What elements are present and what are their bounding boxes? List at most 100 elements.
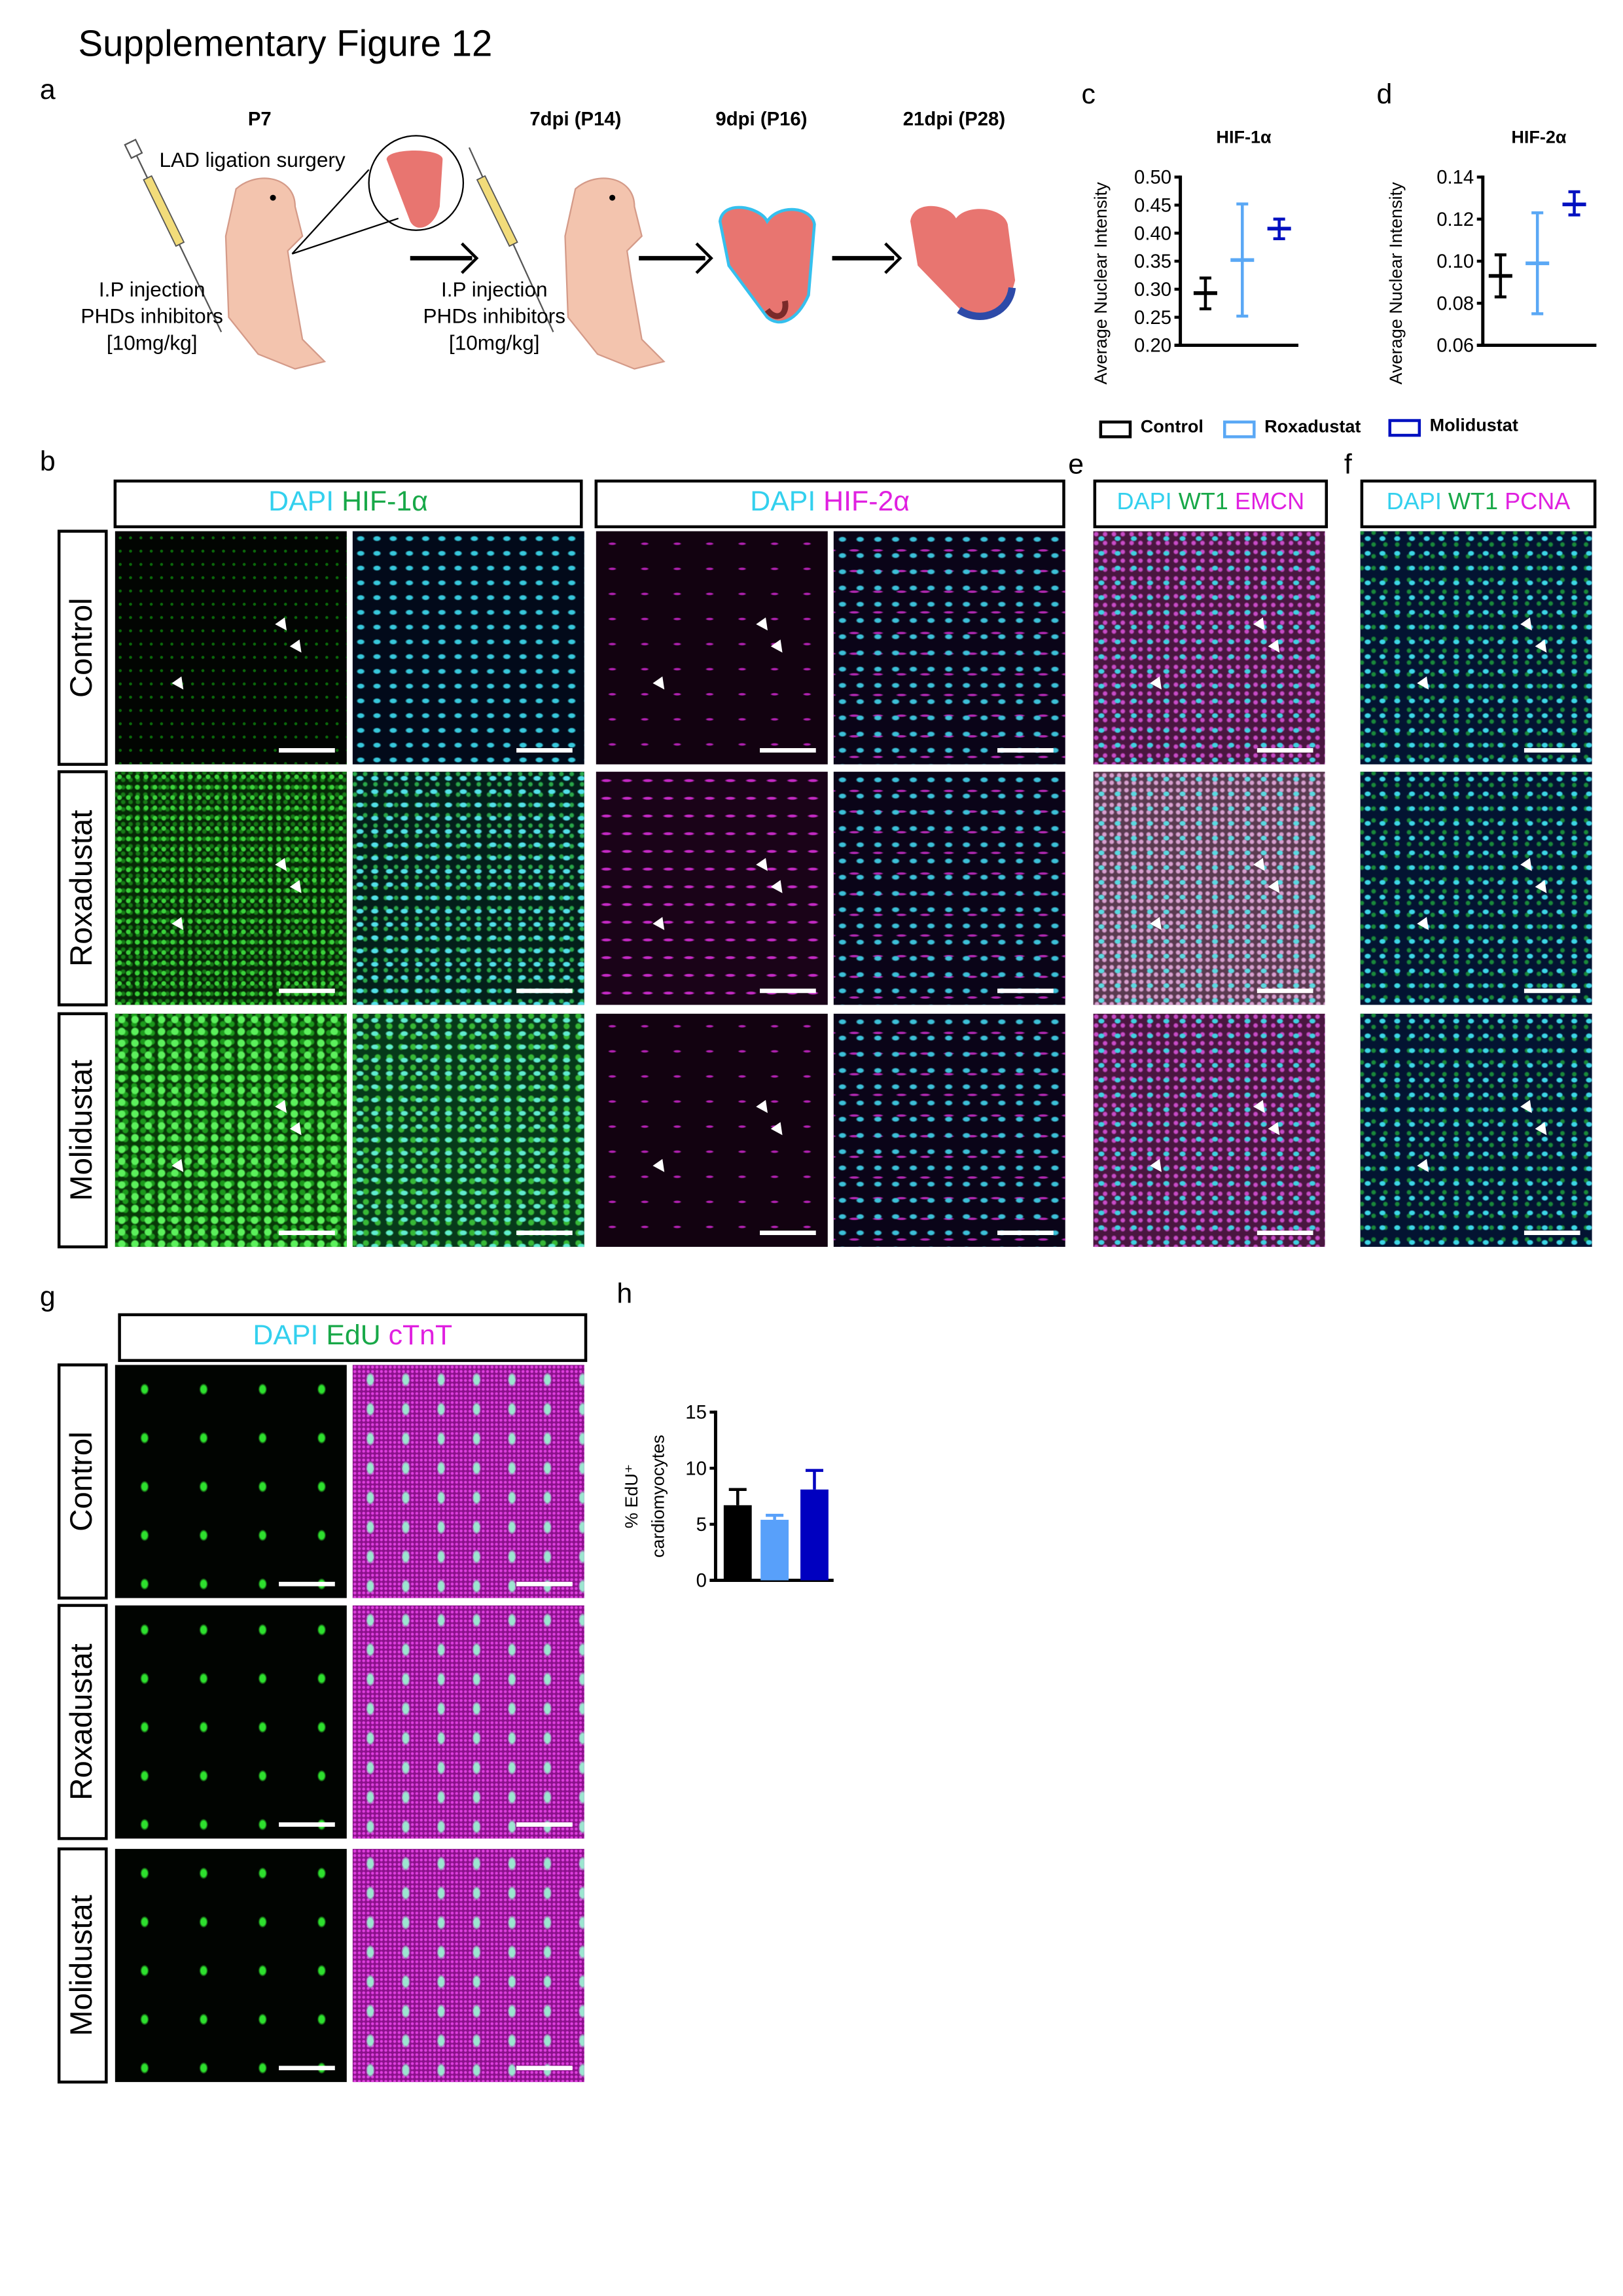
- row-label-roxadustat: Roxadustat: [57, 770, 108, 1007]
- micrograph-roxadustat-hif2a: [596, 772, 828, 1005]
- injection-dose: [10mg/kg]: [448, 331, 540, 355]
- arrow-icon: [832, 242, 902, 274]
- y-tick-label-d: 0.12: [1436, 209, 1474, 230]
- scale-bar: [516, 748, 573, 753]
- header-b-hif1a: DAPI HIF-1α: [113, 479, 583, 529]
- micrograph-roxadustat-edu: [115, 1605, 347, 1839]
- scarred-heart-icon: [910, 206, 1016, 320]
- stain-edu: EdU: [326, 1320, 381, 1352]
- stain-dapi: DAPI: [1386, 490, 1442, 515]
- scale-bar: [279, 1230, 335, 1236]
- row-label-molidustat: Molidustat: [57, 1847, 108, 2084]
- micrograph-control-edu-ctnt: [352, 1365, 584, 1598]
- micrograph-roxadustat-wt1-emcn: [1093, 772, 1325, 1005]
- timepoint-p7: P7: [247, 107, 272, 130]
- panel-letter-d: d: [1376, 79, 1393, 111]
- micrograph-control-hif2a: [596, 531, 828, 764]
- scale-bar: [760, 1230, 816, 1236]
- stain-ctnt: cTnT: [388, 1320, 453, 1352]
- stain-dapi: DAPI: [253, 1320, 319, 1352]
- header-g: DAPI EdU cTnT: [118, 1313, 588, 1362]
- scale-bar: [516, 1581, 573, 1587]
- y-tick-label-c: 0.20: [1134, 335, 1171, 357]
- syringe-icon: [468, 147, 554, 332]
- scale-bar: [1257, 748, 1313, 753]
- y-tick-label-c: 0.25: [1134, 307, 1171, 329]
- scale-bar: [516, 1230, 573, 1236]
- y-axis-label-c: Average Nuclear Intensity: [1091, 182, 1111, 385]
- scale-bar: [1524, 988, 1580, 994]
- scale-bar: [1524, 1230, 1580, 1236]
- header-f: DAPI WT1 PCNA: [1360, 479, 1597, 529]
- heart-zoom-icon: [291, 135, 465, 255]
- stain-pcna: PCNA: [1505, 490, 1571, 515]
- stain-hif1a: HIF-1α: [342, 486, 428, 518]
- y-axis-label-d: Average Nuclear Intensity: [1386, 182, 1406, 385]
- micrograph-control-wt1-emcn: [1093, 531, 1325, 764]
- stain-emcn: EMCN: [1234, 490, 1305, 515]
- panel-letter-f: f: [1344, 450, 1352, 481]
- scale-bar: [1524, 748, 1580, 753]
- mouse-pup-icon: [564, 177, 666, 370]
- syringe-icon: [124, 138, 223, 332]
- micrograph-control-hif2a-dapi-merge: [833, 531, 1065, 764]
- micrograph-molidustat-wt1-pcna: [1360, 1013, 1592, 1247]
- micrograph-molidustat-hif1a-dapi-merge: [352, 1013, 584, 1247]
- panel-letter-h: h: [616, 1279, 633, 1310]
- scale-bar: [279, 2066, 335, 2071]
- scale-bar: [516, 2066, 573, 2071]
- infarcted-heart-icon: [718, 206, 816, 324]
- micrograph-control-hif1a: [115, 531, 347, 764]
- panel-letter-c: c: [1081, 79, 1096, 111]
- micrograph-control-hif1a-dapi-merge: [352, 531, 584, 764]
- chart-title-c: HIF-1α: [1216, 128, 1272, 147]
- y-tick-label-h: 15: [685, 1402, 707, 1424]
- injection-label-1: I.P injection PHDs inhibitors [10mg/kg]: [59, 276, 245, 356]
- row-label-control: Control: [57, 1363, 108, 1600]
- legend-label-molidustat: Molidustat: [1429, 414, 1518, 436]
- figure-title: Supplementary Figure 12: [78, 24, 493, 65]
- micrograph-roxadustat-wt1-pcna: [1360, 772, 1592, 1005]
- scale-bar: [1257, 1230, 1313, 1236]
- scale-bar: [279, 1581, 335, 1587]
- stain-wt1: WT1: [1178, 490, 1228, 515]
- chart-title-d: HIF-2α: [1511, 128, 1567, 147]
- y-tick-label-c: 0.50: [1134, 167, 1171, 188]
- micrograph-roxadustat-hif2a-dapi-merge: [833, 772, 1065, 1005]
- bar-control: [723, 1505, 752, 1581]
- row-label-roxadustat: Roxadustat: [57, 1604, 108, 1840]
- scale-bar: [997, 988, 1054, 994]
- y-axis-label-h-line2: cardiomyocytes: [649, 1435, 668, 1558]
- y-tick-label-d: 0.14: [1436, 167, 1474, 188]
- micrograph-control-edu: [115, 1365, 347, 1598]
- stain-hif2a: HIF-2α: [823, 486, 910, 518]
- panel-letter-a: a: [39, 75, 56, 107]
- scale-bar: [1257, 988, 1313, 994]
- header-b-hif2a: DAPI HIF-2α: [594, 479, 1065, 529]
- micrograph-molidustat-hif2a-dapi-merge: [833, 1013, 1065, 1247]
- stain-dapi: DAPI: [750, 486, 816, 518]
- scale-bar: [279, 1822, 335, 1827]
- injection-label-2: I.P injection PHDs inhibitors [10mg/kg]: [401, 276, 587, 356]
- scale-bar: [760, 988, 816, 994]
- legend-label-control: Control: [1140, 416, 1204, 437]
- panel-letter-e: e: [1068, 450, 1084, 481]
- schematic-drawing: [124, 135, 1016, 370]
- surgery-label: LAD ligation surgery: [159, 147, 346, 171]
- scale-bar: [279, 748, 335, 753]
- scale-bar: [279, 988, 335, 994]
- y-tick-label-h: 0: [696, 1570, 707, 1592]
- legend-swatch-molidustat: [1388, 419, 1421, 437]
- timepoint-9dpi: 9dpi (P16): [715, 107, 808, 130]
- y-tick-label-c: 0.40: [1134, 223, 1171, 244]
- bar-molidustat: [800, 1489, 829, 1581]
- micrograph-molidustat-hif2a: [596, 1013, 828, 1247]
- scale-bar: [516, 1822, 573, 1827]
- timepoint-21dpi: 21dpi (P28): [902, 107, 1006, 130]
- micrograph-molidustat-hif1a: [115, 1013, 347, 1247]
- scale-bar: [997, 748, 1054, 753]
- scale-bar: [516, 988, 573, 994]
- stain-dapi: DAPI: [268, 486, 334, 518]
- injection-drug: PHDs inhibitors: [423, 304, 566, 328]
